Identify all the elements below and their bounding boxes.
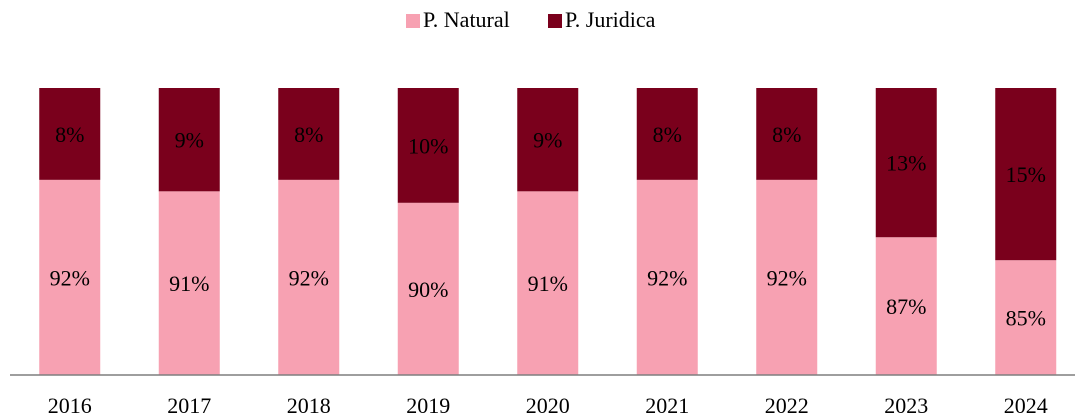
bar-segment bbox=[39, 88, 101, 180]
data-label: 87% bbox=[886, 294, 926, 319]
bar-segment bbox=[517, 191, 579, 375]
data-label: 9% bbox=[533, 128, 562, 153]
legend-swatch bbox=[548, 14, 562, 28]
data-label: 92% bbox=[50, 265, 90, 290]
bar-segment bbox=[517, 88, 579, 192]
legend-label: P. Juridica bbox=[565, 7, 656, 32]
bar-segment bbox=[995, 260, 1057, 375]
data-label: 13% bbox=[886, 151, 926, 176]
data-label: 90% bbox=[408, 277, 448, 302]
bar-segment bbox=[278, 179, 340, 375]
data-label: 15% bbox=[1006, 162, 1046, 187]
data-label: 92% bbox=[289, 265, 329, 290]
x-tick-label: 2019 bbox=[406, 393, 450, 418]
data-label: 91% bbox=[169, 271, 209, 296]
bar-segment bbox=[158, 88, 220, 192]
x-tick-label: 2022 bbox=[765, 393, 809, 418]
data-label: 91% bbox=[528, 271, 568, 296]
bar-segment bbox=[875, 237, 937, 375]
bar-segment bbox=[995, 88, 1057, 261]
bar-segment bbox=[636, 88, 698, 180]
data-label: 92% bbox=[767, 265, 807, 290]
x-tick-label: 2016 bbox=[48, 393, 92, 418]
x-tick-label: 2020 bbox=[526, 393, 570, 418]
x-tick-label: 2023 bbox=[884, 393, 928, 418]
data-label: 10% bbox=[408, 133, 448, 158]
data-label: 8% bbox=[294, 122, 323, 147]
data-label: 8% bbox=[653, 122, 682, 147]
data-label: 8% bbox=[55, 122, 84, 147]
bar-segment bbox=[875, 88, 937, 238]
x-tick-label: 2021 bbox=[645, 393, 689, 418]
data-label: 8% bbox=[772, 122, 801, 147]
bar-segment bbox=[756, 179, 818, 375]
bar-segment bbox=[158, 191, 220, 375]
legend-label: P. Natural bbox=[423, 7, 510, 32]
bar-segment bbox=[39, 179, 101, 375]
bar-segment bbox=[397, 202, 459, 375]
bar-segment bbox=[278, 88, 340, 180]
legend-swatch bbox=[406, 14, 420, 28]
x-tick-label: 2018 bbox=[287, 393, 331, 418]
x-tick-label: 2017 bbox=[167, 393, 211, 418]
bar-segment bbox=[636, 179, 698, 375]
data-label: 85% bbox=[1006, 306, 1046, 331]
data-label: 92% bbox=[647, 265, 687, 290]
bar-segment bbox=[756, 88, 818, 180]
bar-segment bbox=[397, 88, 459, 203]
data-label: 9% bbox=[175, 128, 204, 153]
x-tick-label: 2024 bbox=[1004, 393, 1048, 418]
